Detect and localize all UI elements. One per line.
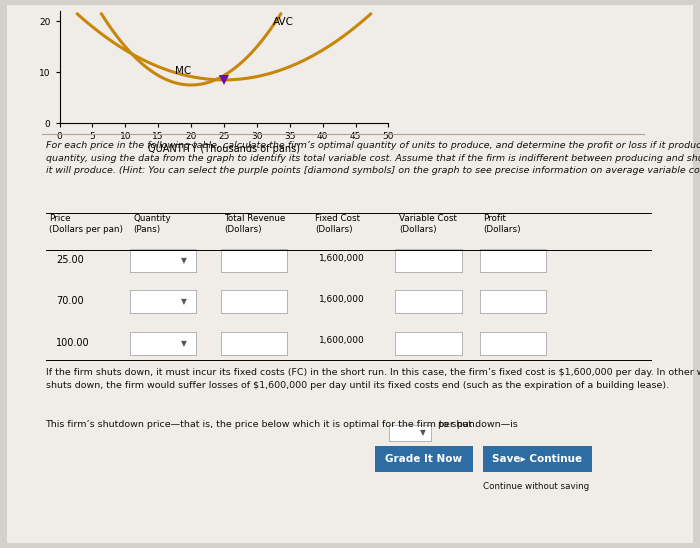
Text: ▼: ▼ (181, 298, 187, 306)
Text: Continue without saving: Continue without saving (483, 482, 589, 491)
Text: 25.00: 25.00 (56, 255, 84, 265)
Text: Save▸ Continue: Save▸ Continue (492, 454, 582, 464)
Text: 100.00: 100.00 (56, 338, 90, 347)
Text: This firm’s shutdown price—that is, the price below which it is optimal for the : This firm’s shutdown price—that is, the … (46, 420, 518, 429)
Text: ▼: ▼ (181, 339, 187, 347)
Text: Fixed Cost
(Dollars): Fixed Cost (Dollars) (315, 214, 360, 233)
Text: If the firm shuts down, it must incur its fixed costs (FC) in the short run. In : If the firm shuts down, it must incur it… (46, 368, 700, 390)
Text: Variable Cost
(Dollars): Variable Cost (Dollars) (399, 214, 457, 233)
Text: per pan.: per pan. (438, 420, 477, 429)
Text: Profit
(Dollars): Profit (Dollars) (483, 214, 521, 233)
X-axis label: QUANTITY (Thousands of pans): QUANTITY (Thousands of pans) (148, 144, 300, 154)
Text: Quantity
(Pans): Quantity (Pans) (133, 214, 171, 233)
Text: Total Revenue
(Dollars): Total Revenue (Dollars) (224, 214, 286, 233)
Text: MC: MC (175, 66, 191, 76)
Text: Price
(Dollars per pan): Price (Dollars per pan) (49, 214, 123, 233)
Text: 1,600,000: 1,600,000 (318, 336, 364, 345)
Text: Grade It Now: Grade It Now (385, 454, 462, 464)
Text: ▼: ▼ (181, 256, 187, 265)
Text: 1,600,000: 1,600,000 (318, 295, 364, 304)
Text: 1,600,000: 1,600,000 (318, 254, 364, 263)
Text: 70.00: 70.00 (56, 296, 83, 306)
Text: AVC: AVC (273, 17, 294, 27)
Text: ▼: ▼ (420, 429, 426, 437)
Text: For each price in the following table, calculate the firm’s optimal quantity of : For each price in the following table, c… (46, 141, 700, 175)
